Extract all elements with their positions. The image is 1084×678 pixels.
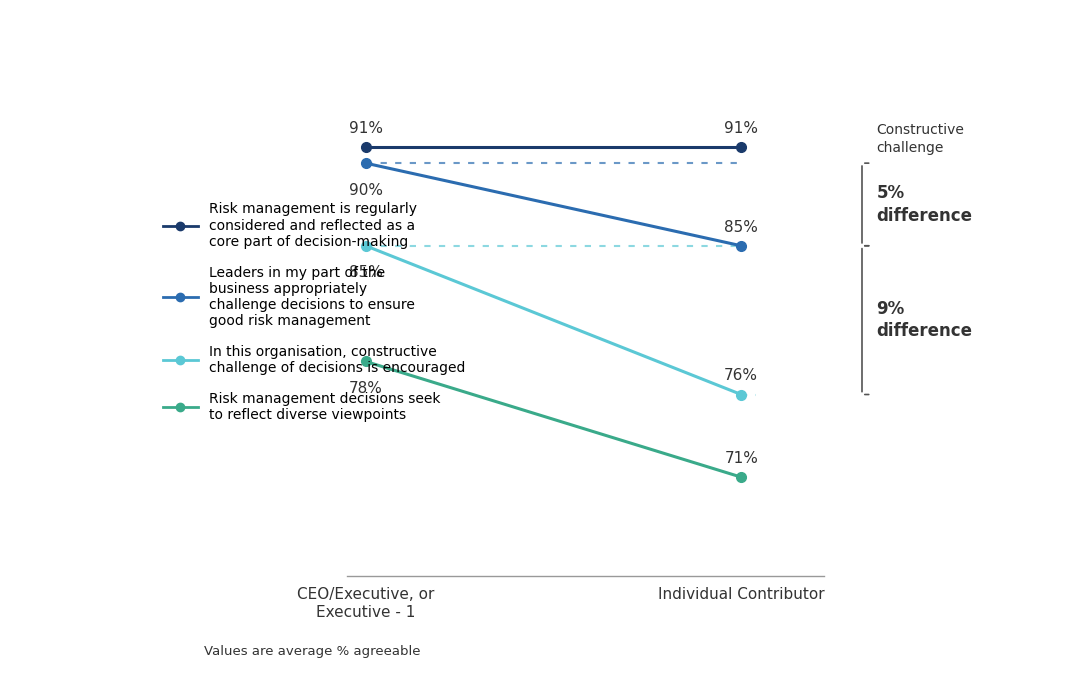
- Text: 85%: 85%: [724, 220, 758, 235]
- Text: 85%: 85%: [349, 265, 383, 280]
- Text: 90%: 90%: [349, 182, 383, 197]
- Text: 76%: 76%: [724, 368, 758, 383]
- Text: 91%: 91%: [349, 121, 383, 136]
- Legend: Risk management is regularly
considered and reflected as a
core part of decision: Risk management is regularly considered …: [163, 203, 465, 422]
- Text: 78%: 78%: [349, 381, 383, 396]
- Text: 91%: 91%: [724, 121, 758, 136]
- Text: Values are average % agreeable: Values are average % agreeable: [204, 645, 421, 658]
- Text: 71%: 71%: [724, 451, 758, 466]
- Text: Constructive
challenge: Constructive challenge: [876, 123, 964, 155]
- Text: 5%
difference: 5% difference: [876, 184, 972, 224]
- Text: 9%
difference: 9% difference: [876, 300, 972, 340]
